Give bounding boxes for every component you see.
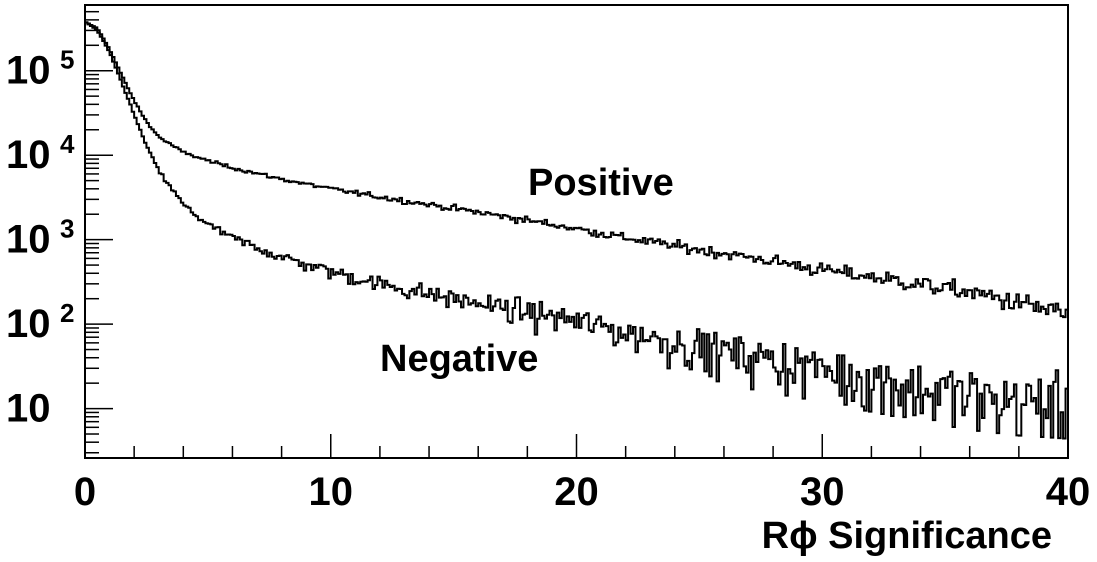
y-tick-label: 10 3 [6,214,74,262]
y-tick-label: 10 [6,387,51,431]
y-tick-label-base: 10 [6,218,51,262]
histogram-series-negative [85,21,1068,440]
histogram-lines [85,21,1068,440]
y-tick-label: 10 5 [6,45,74,93]
y-tick-label-exponent: 3 [60,214,74,244]
histogram-series-positive [85,21,1068,319]
x-tick-label: 0 [74,470,96,514]
x-axis-tick-labels: 0 10 20 30 40 [74,470,1090,514]
y-tick-label-base: 10 [6,387,51,431]
series-label-negative: Negative [380,338,538,380]
y-tick-label: 10 2 [6,298,74,346]
y-tick-label: 10 4 [6,129,75,177]
y-tick-label-exponent: 2 [60,298,74,328]
series-label-positive: Positive [528,162,674,204]
y-axis-tick-labels: 10 10 2 10 3 10 4 10 5 [6,45,75,431]
y-axis-ticks [85,4,113,454]
y-tick-label-exponent: 5 [60,45,74,75]
x-tick-label: 30 [800,470,845,514]
x-axis-ticks [84,434,1069,458]
y-tick-label-base: 10 [6,302,51,346]
y-tick-label-exponent: 4 [60,129,75,159]
y-tick-label-base: 10 [6,133,51,177]
x-tick-label: 20 [554,470,599,514]
x-tick-label: 10 [309,470,354,514]
x-axis-title: Rϕ Significance [762,515,1052,557]
y-tick-label-base: 10 [6,49,51,93]
x-tick-label: 40 [1046,470,1091,514]
